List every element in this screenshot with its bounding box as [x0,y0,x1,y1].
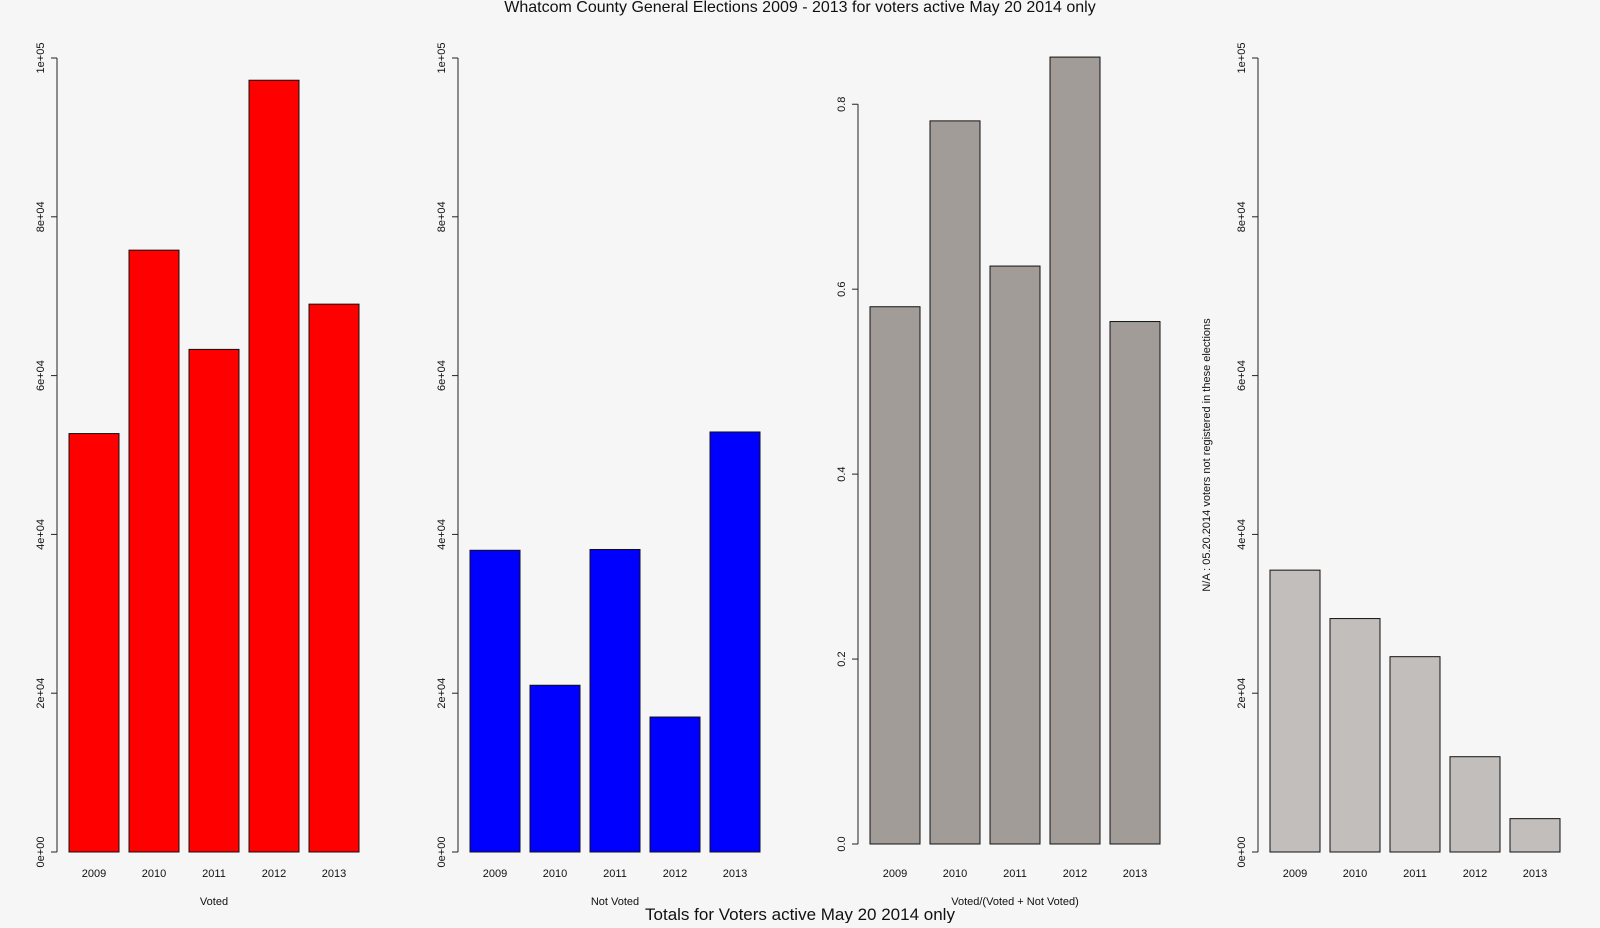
x-tick-label-2-1: 2010 [543,868,567,880]
x-tick-label-2-3: 2012 [663,868,687,880]
bar-4-2010 [1329,618,1381,853]
y-tick-label-2-5: 1e+05 [436,43,448,74]
y-tick-label-2-1: 2e+04 [436,678,448,709]
x-tick-label-4-2: 2011 [1403,868,1427,880]
y-tick-label-3-3: 0.6 [836,282,848,297]
bar-3-2011 [989,265,1041,845]
bar-2-2011 [589,548,641,853]
y-tick-label-4-0: 0e+00 [1236,837,1248,868]
bar-2-2013 [709,431,761,853]
bar-1-2010 [128,249,180,853]
bar-3-2010 [929,120,981,845]
y-tick-label-4-5: 1e+05 [1236,43,1248,74]
x-axis-label-3: Voted/(Voted + Not Voted) [951,896,1079,908]
y-tick-label-2-4: 8e+04 [436,201,448,232]
y-tick-label-3-4: 0.8 [836,97,848,112]
x-tick-label-1-2: 2011 [202,868,226,880]
y-tick-label-4-1: 2e+04 [1236,678,1248,709]
x-axis-label-2: Not Voted [591,896,639,908]
y-tick-label-2-0: 0e+00 [436,837,448,868]
x-tick-label-2-2: 2011 [603,868,627,880]
bar-1-2009 [68,433,120,853]
y-tick-label-2-2: 4e+04 [436,519,448,550]
y-tick-label-1-3: 6e+04 [35,360,47,391]
bar-2-2010 [529,684,581,853]
chart-title: Whatcom County General Elections 2009 - … [504,0,1095,16]
chart-subtitle: Totals for Voters active May 20 2014 onl… [645,905,955,923]
x-tick-label-2-0: 2009 [483,868,507,880]
bar-3-2013 [1109,321,1161,845]
y-tick-label-3-2: 0.4 [836,466,848,481]
x-tick-label-3-0: 2009 [883,868,907,880]
y-tick-label-3-0: 0.0 [836,836,848,851]
x-tick-label-3-4: 2013 [1123,868,1147,880]
bar-4-2012 [1449,756,1501,853]
y-tick-label-4-4: 8e+04 [1236,201,1248,232]
x-tick-label-3-3: 2012 [1063,868,1087,880]
bar-1-2013 [308,303,360,853]
bar-1-2012 [248,79,300,853]
x-tick-label-1-0: 2009 [82,868,106,880]
bar-2-2012 [649,716,701,853]
y-tick-label-1-5: 1e+05 [35,43,47,74]
x-tick-label-3-1: 2010 [943,868,967,880]
y-tick-label-4-3: 6e+04 [1236,360,1248,391]
bar-3-2009 [869,306,921,845]
x-tick-label-1-4: 2013 [322,868,346,880]
x-tick-label-1-1: 2010 [142,868,166,880]
y-tick-label-4-2: 4e+04 [1236,519,1248,550]
x-axis-label-1: Voted [200,896,228,908]
bar-3-2012 [1049,56,1101,845]
y-tick-label-1-0: 0e+00 [35,837,47,868]
y-tick-label-2-3: 6e+04 [436,360,448,391]
bar-4-2013 [1509,818,1561,853]
y-tick-label-1-4: 8e+04 [35,201,47,232]
bar-2-2009 [469,549,521,853]
x-tick-label-4-1: 2010 [1343,868,1367,880]
bar-4-2009 [1269,569,1321,853]
x-tick-label-2-4: 2013 [723,868,747,880]
y-axis-label-4: N/A : 05.20.2014 voters not registered i… [1201,318,1213,592]
x-tick-label-4-3: 2012 [1463,868,1487,880]
bar-1-2011 [188,348,240,853]
bar-4-2011 [1389,656,1441,853]
y-tick-label-1-2: 4e+04 [35,519,47,550]
x-tick-label-3-2: 2011 [1003,868,1027,880]
x-tick-label-1-3: 2012 [262,868,286,880]
x-tick-label-4-0: 2009 [1283,868,1307,880]
y-tick-label-3-1: 0.2 [836,651,848,666]
x-tick-label-4-4: 2013 [1523,868,1547,880]
y-tick-label-1-1: 2e+04 [35,678,47,709]
